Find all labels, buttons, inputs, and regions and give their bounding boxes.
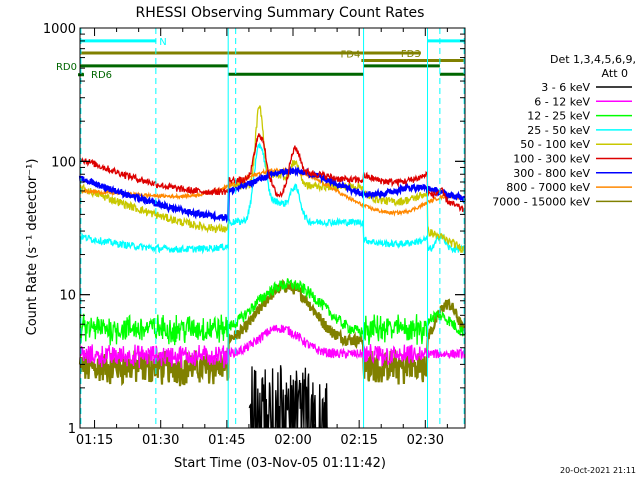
y-tick-label: 100 (51, 155, 76, 170)
series-line-s100to300 (79, 133, 466, 214)
legend-label: 100 - 300 keV (513, 153, 590, 166)
y-axis-label: Count Rate (s⁻¹ detector⁻¹) (25, 159, 40, 336)
night-marker-label: N (159, 37, 166, 48)
flag-label: RD0 (56, 62, 77, 73)
flag-label: RD6 (91, 70, 112, 81)
event-lines-layer (80, 28, 465, 428)
y-tick-label: 1000 (43, 22, 76, 37)
series-line-s3to6 (248, 365, 329, 429)
series-line-s800to7000 (79, 166, 466, 217)
chart-title: RHESSI Observing Summary Count Rates (136, 5, 425, 21)
legend-label: 800 - 7000 keV (506, 181, 590, 194)
series-line-s300to800 (78, 165, 466, 224)
timestamp: 20-Oct-2021 21:11 (560, 466, 636, 475)
legend-header-line1: Det 1,3,4,5,6,9, (550, 53, 636, 66)
axes-layer: 01:15 01:30 01:45 02:00 02:15 02:30 1 10 100 1000 (43, 22, 466, 448)
legend-label: 6 - 12 keV (534, 95, 590, 108)
flag-label: FD4 (341, 50, 361, 61)
legend-label: 7000 - 15000 keV (492, 195, 590, 208)
x-tick-label: 02:00 (274, 433, 311, 448)
series-line-s25to50 (79, 141, 466, 255)
y-tick-label: 1 (68, 422, 76, 437)
x-tick-label: 02:30 (407, 433, 444, 448)
series-line-s6to12 (79, 324, 466, 369)
legend-label: 300 - 800 keV (513, 167, 590, 180)
x-tick-label: 01:30 (142, 433, 179, 448)
flag-label: FD3 (401, 49, 421, 60)
rd6-marker (78, 73, 84, 77)
x-tick-label: 02:15 (340, 433, 377, 448)
legend-label: 25 - 50 keV (527, 124, 590, 137)
legend-label: 12 - 25 keV (527, 110, 590, 123)
legend-label: 50 - 100 keV (520, 138, 590, 151)
x-tick-label: 01:45 (208, 433, 245, 448)
x-axis-label: Start Time (03-Nov-05 01:11:42) (174, 456, 386, 471)
x-tick-label: 01:15 (76, 433, 113, 448)
series-line-s12to25 (79, 277, 466, 346)
series-layer (78, 105, 466, 429)
legend-label: 3 - 6 keV (541, 81, 590, 94)
plot-frame (79, 27, 466, 429)
flags-layer: N FD3 FD4 RD0 RD6 (56, 37, 465, 81)
y-tick-label: 10 (59, 289, 76, 304)
legend-header-line2: Att 0 (602, 67, 628, 80)
